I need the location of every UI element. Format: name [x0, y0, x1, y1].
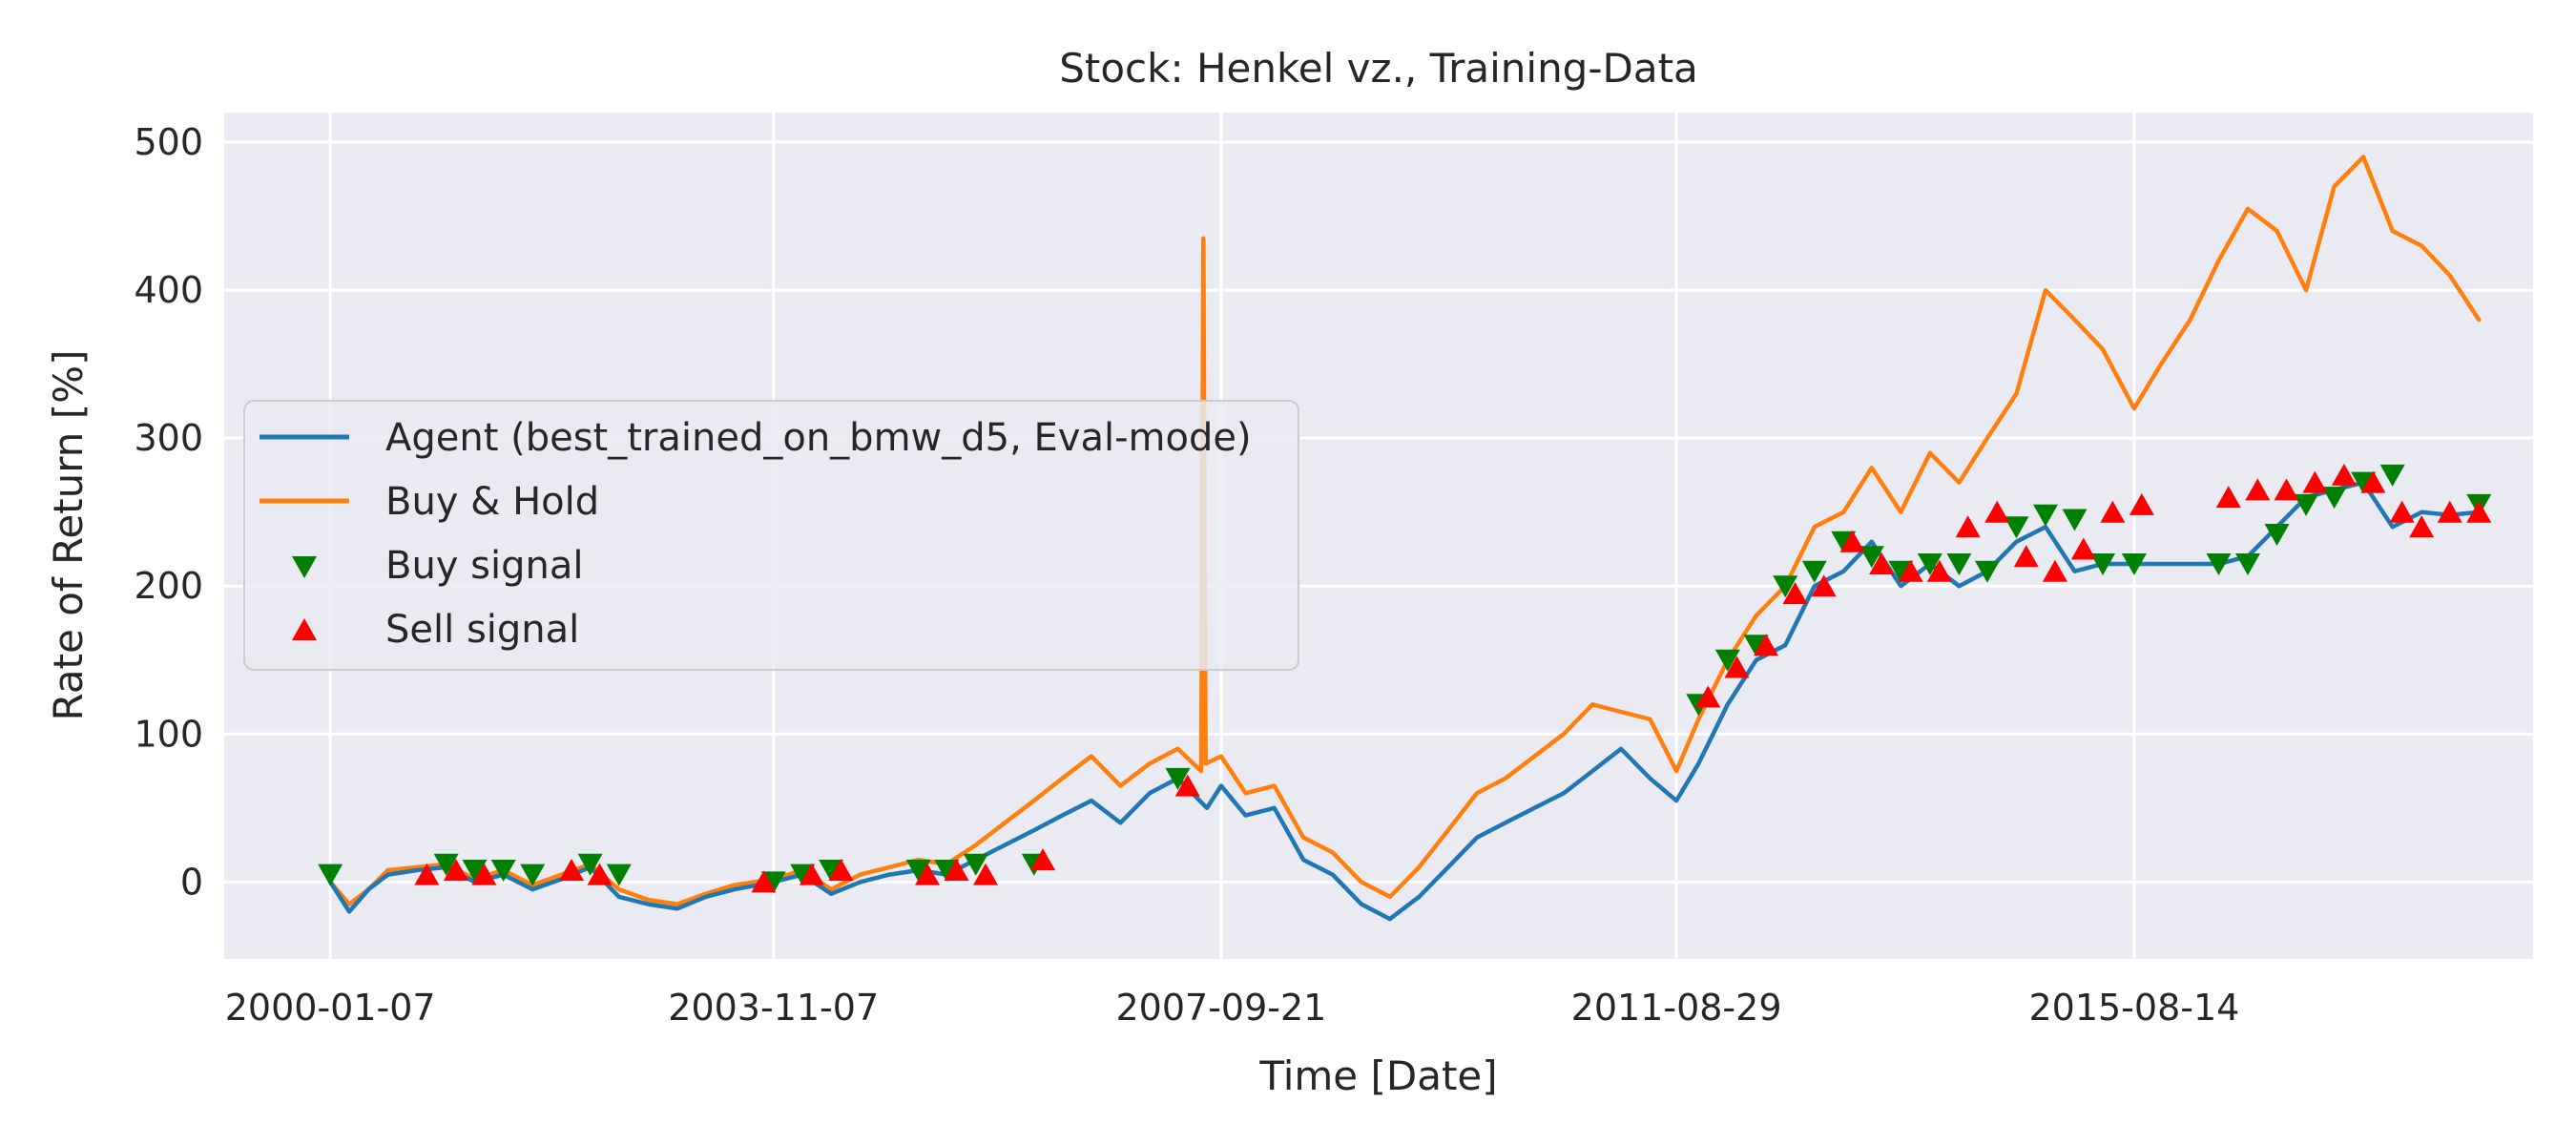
sell-signal-marker — [944, 858, 969, 881]
buy-signal-marker — [606, 864, 632, 886]
sell-signal-marker — [1955, 515, 1981, 538]
x-tick-label: 2015-08-14 — [2028, 987, 2239, 1029]
tick-labels: 0 100 200 300 400 500 2000-01-07 2003-11-07 2007… — [134, 121, 2239, 1029]
buy-signal-marker — [1801, 560, 1827, 583]
sell-signal-marker — [751, 870, 777, 893]
sell-signal-marker — [1782, 581, 1808, 604]
sell-signal-marker — [2302, 470, 2328, 493]
sell-signal-marker — [2070, 537, 2096, 560]
buy-signal-marker — [2004, 516, 2029, 539]
sell-signal-marker — [2389, 500, 2415, 523]
sell-signal-marker — [2129, 492, 2154, 515]
y-tick-label: 200 — [134, 565, 203, 607]
buy-signal-marker — [433, 853, 459, 876]
legend-buy-marker — [292, 556, 317, 578]
sell-signal-marker — [2437, 500, 2462, 523]
buy-signal-marker — [2206, 552, 2232, 575]
x-axis-label: Time [Date] — [1258, 1052, 1497, 1099]
sell-signal-marker — [973, 863, 999, 885]
buy-signal-marker — [1714, 649, 1740, 672]
sell-signal-marker — [1753, 634, 1778, 656]
buy-signal-marker — [2321, 487, 2347, 510]
x-tick-label: 2000-01-07 — [225, 987, 436, 1029]
buy-signal-marker — [2121, 552, 2147, 575]
buy-signal-marker — [490, 859, 516, 882]
x-tick-label: 2003-11-07 — [668, 987, 879, 1029]
sell-signal-marker — [471, 863, 497, 885]
sell-signal-marker — [2042, 559, 2067, 582]
buy-hold-series-line — [327, 155, 2482, 906]
buy-signal-marker — [1974, 560, 2000, 583]
x-tick-label: 2007-09-21 — [1115, 987, 1326, 1029]
legend-sell-label: Sell signal — [385, 608, 579, 652]
y-tick-label: 0 — [180, 861, 203, 903]
sell-signal-marker — [2100, 500, 2126, 523]
sell-signal-marker — [414, 863, 440, 885]
legend-sell-marker — [292, 618, 317, 640]
buy-signal-marker — [1946, 552, 1972, 575]
sell-signal-marker — [1174, 774, 1200, 797]
buy-signal-marker — [963, 853, 988, 876]
buy-signal-marker — [2090, 552, 2116, 575]
buy-signal-marker — [1165, 767, 1191, 790]
buy-signal-marker — [1859, 546, 1884, 569]
series-layer — [327, 155, 2482, 922]
sell-signal-marker — [2409, 515, 2435, 538]
x-tick-label: 2011-08-29 — [1571, 987, 1782, 1029]
sell-signal-marker — [1839, 530, 1865, 552]
buy-signal-marker — [2264, 523, 2290, 546]
sell-signal-marker — [1869, 552, 1895, 574]
sell-signal-marker — [1984, 500, 2010, 523]
buy-signal-marker — [2379, 464, 2405, 487]
legend-buy-label: Buy signal — [385, 544, 584, 588]
legend-buyhold-label: Buy & Hold — [385, 480, 599, 524]
buy-signal-marker — [1917, 552, 1942, 575]
sell-signal-marker — [1695, 685, 1721, 708]
agent-series-line — [327, 480, 2482, 922]
sell-signal-marker — [2245, 478, 2271, 501]
legend: Agent (best_trained_on_bmw_d5, Eval-mode… — [243, 400, 1299, 671]
buy-signal-marker — [520, 864, 546, 886]
buy-signal-marker — [462, 859, 488, 882]
buy-signal-marker — [577, 853, 603, 876]
sell-signal-marker — [914, 863, 940, 885]
sell-signal-marker — [1030, 848, 1056, 871]
y-axis-label: Rate of Return [%] — [45, 350, 92, 721]
sell-signal-marker — [2331, 463, 2357, 486]
sell-signal-marker — [2360, 470, 2386, 493]
sell-signal-marker — [2274, 478, 2299, 501]
y-tick-label: 300 — [134, 417, 203, 459]
sell-signal-marker — [2466, 500, 2492, 523]
legend-agent-label: Agent (best_trained_on_bmw_d5, Eval-mode… — [385, 416, 1252, 460]
sell-signal-marker — [828, 858, 854, 881]
buy-signal-marker — [2032, 504, 2058, 527]
buy-signal-marker — [2062, 509, 2088, 531]
sell-signal-marker — [799, 863, 824, 885]
sell-signal-marker — [587, 863, 613, 885]
sell-signal-marker — [443, 858, 468, 881]
buy-signal-marker — [2235, 552, 2261, 575]
y-tick-label: 100 — [134, 713, 203, 755]
chart-title: Stock: Henkel vz., Training-Data — [1059, 45, 1698, 92]
buy-signal-marker — [318, 864, 343, 886]
sell-signal-marker — [2215, 486, 2241, 509]
buy-signal-marker — [2294, 493, 2319, 516]
y-tick-label: 400 — [134, 269, 203, 311]
sell-signal-marker — [2013, 545, 2039, 568]
legend-box — [243, 400, 1299, 671]
y-tick-label: 500 — [134, 121, 203, 163]
sell-signal-marker — [1926, 559, 1952, 582]
buy-signal-marker — [1773, 575, 1798, 598]
sell-signal-marker — [1724, 656, 1750, 678]
buy-signal-marker — [905, 859, 931, 882]
sell-signal-marker — [1811, 574, 1837, 597]
sell-signal-marker — [559, 858, 585, 881]
sell-signal-marker — [1898, 559, 1923, 582]
marker-layer — [318, 463, 2492, 894]
